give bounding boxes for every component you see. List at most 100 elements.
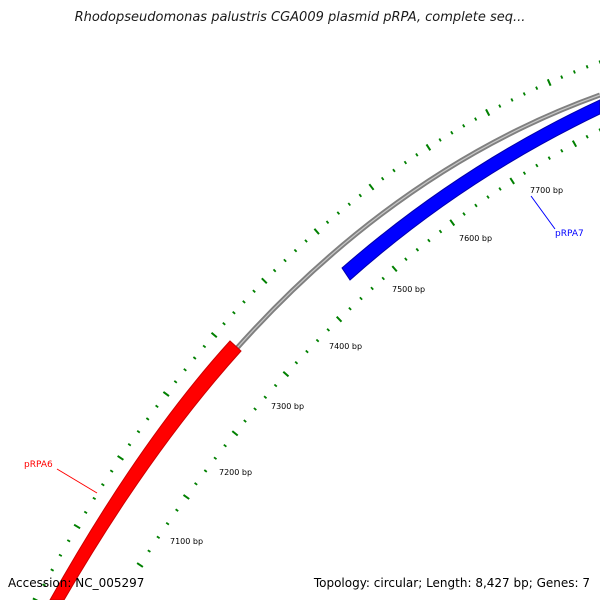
outer-minor-tick [438,138,442,142]
gene-prpa7-label[interactable]: pRPA7 [555,229,584,239]
inner-minor-tick [415,247,420,252]
outer-major-tick [261,277,268,285]
outer-minor-tick [66,539,71,543]
outer-minor-tick [336,211,341,215]
outer-minor-tick [183,368,187,372]
outer-minor-tick [155,404,159,409]
inner-minor-tick [359,296,363,301]
outer-major-tick [210,331,218,339]
inner-minor-tick [498,187,502,191]
outer-minor-tick [92,496,97,501]
outer-minor-tick [192,356,197,360]
outer-minor-tick [510,98,514,102]
inner-minor-tick [348,306,352,311]
outer-major-tick [313,228,320,235]
outer-minor-tick [272,268,277,273]
outer-minor-tick [145,417,150,421]
outer-minor-tick [392,168,396,173]
inner-major-tick [231,430,239,437]
outer-minor-tick [347,202,352,207]
inner-minor-tick [147,549,151,553]
inner-minor-tick [370,286,374,291]
outer-minor-tick [58,553,63,557]
inner-major-tick [282,370,290,378]
outer-minor-tick [242,300,246,304]
inner-major-tick [335,316,343,323]
outer-minor-tick [462,124,466,128]
inner-minor-tick [547,156,551,160]
tick-label-7100: 7100 bp [170,537,203,546]
inner-minor-tick [223,443,227,448]
outer-major-tick [546,78,552,87]
outer-minor-tick [358,193,363,198]
tick-label-7300: 7300 bp [271,402,304,411]
inner-minor-tick [486,195,490,199]
inner-major-tick [136,562,144,568]
inner-major-tick [182,494,190,500]
inner-minor-tick [165,521,170,526]
inner-minor-tick [253,407,257,411]
gene-prpa6-label[interactable]: pRPA6 [24,460,53,470]
topology-summary: Topology: circular; Length: 8,427 bp; Ge… [313,576,590,590]
inner-minor-tick [305,349,309,354]
outer-minor-tick [450,130,454,135]
outer-major-tick [425,143,432,151]
gene-prpa6-leader [56,468,98,494]
inner-minor-tick [326,328,331,332]
outer-minor-tick [283,258,287,263]
outer-minor-tick [222,322,226,326]
gene-prpa7-leader [530,195,556,230]
outer-minor-tick [109,469,114,473]
outer-minor-tick [101,483,105,487]
inner-minor-tick [404,257,408,261]
inner-minor-tick [156,535,161,539]
outer-major-tick [162,391,170,397]
gene-prpa6-arrow[interactable] [49,340,242,600]
outer-major-tick [368,183,375,191]
inner-minor-tick [522,171,527,175]
tick-label-7700: 7700 bp [530,186,563,195]
inner-minor-tick [438,229,443,234]
outer-major-tick [73,523,81,530]
outer-minor-tick [522,92,526,96]
outer-minor-tick [572,70,576,74]
outer-minor-tick [232,311,236,315]
map-title: Rhodopseudomonas palustris CGA009 plasmi… [74,10,526,25]
inner-tick-ring [136,128,600,568]
inner-major-tick [449,219,456,227]
outer-minor-tick [560,75,564,79]
inner-minor-tick [535,163,539,168]
outer-major-tick [485,108,491,117]
outer-major-tick [117,455,124,461]
outer-minor-tick [42,583,46,587]
inner-minor-tick [243,419,247,423]
inner-minor-tick [474,203,478,208]
inner-minor-tick [263,395,268,399]
inner-minor-tick [381,276,385,281]
outer-minor-tick [127,443,132,447]
inner-minor-tick [427,238,431,243]
outer-minor-tick [136,430,141,434]
inner-major-tick [509,177,515,185]
outer-minor-tick [325,220,330,224]
inner-minor-tick [194,482,198,486]
outer-minor-tick [83,510,88,514]
outer-major-tick [32,597,39,600]
outer-minor-tick [202,344,207,349]
outer-minor-tick [585,64,589,69]
inner-minor-tick [585,134,589,139]
outer-minor-tick [293,248,298,253]
gene-prpa7-arrow[interactable] [341,99,600,281]
outer-minor-tick [304,239,308,243]
tick-label-7400: 7400 bp [329,342,362,351]
tick-label-7500: 7500 bp [392,285,425,294]
inner-minor-tick [203,469,208,473]
outer-minor-tick [252,289,256,294]
outer-minor-tick [403,160,408,165]
accession-text: Accession: NC_005297 [8,576,145,590]
inner-major-tick [391,265,398,273]
tick-label-7600: 7600 bp [459,234,492,243]
outer-tick-ring [32,60,600,600]
